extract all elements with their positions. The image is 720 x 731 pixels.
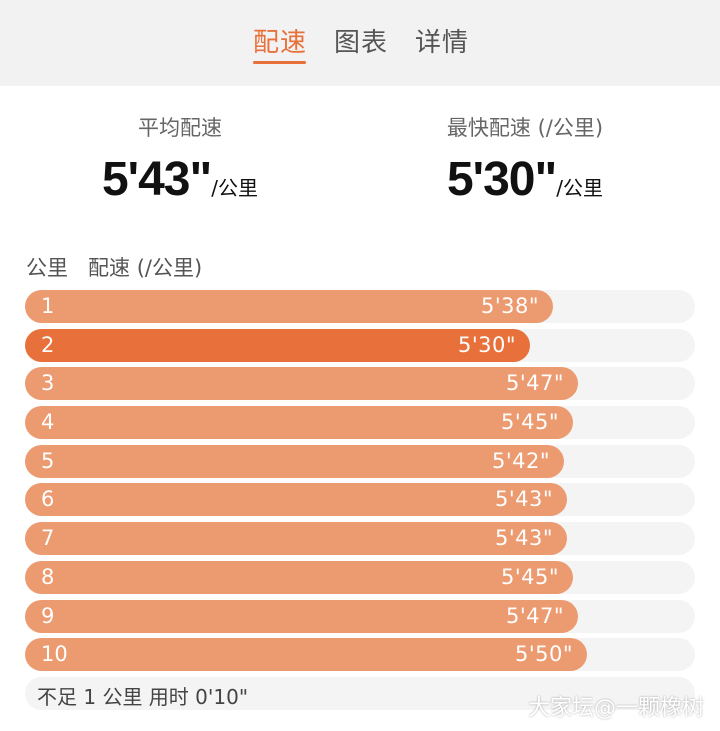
split-row: 2 5'30": [25, 328, 695, 362]
km-column-header: 公里: [26, 256, 68, 280]
split-km: 3: [41, 371, 55, 396]
split-pace: 5'38": [480, 294, 539, 318]
split-bar: 5 5'42": [25, 444, 564, 478]
split-row: 7 5'43": [25, 522, 695, 556]
split-bar: 9 5'47": [25, 599, 578, 633]
split-row: 3 5'47": [25, 367, 695, 401]
watermark: 大家坛@一颗橡树: [527, 696, 704, 721]
split-km: 9: [41, 603, 55, 628]
split-km: 8: [41, 564, 55, 589]
split-bar: 3 5'47": [25, 367, 578, 401]
split-pace: 5'43": [494, 487, 553, 512]
split-bar: 1 5'38": [25, 290, 553, 323]
split-pace: 5'30": [457, 332, 516, 357]
remaining-distance-row: 不足 1 公里 用时 0'10": [25, 677, 695, 710]
split-row: 6 5'43": [25, 483, 695, 517]
split-km: 2: [41, 332, 55, 357]
fastest-pace-label: 最快配速 (/公里): [446, 116, 604, 140]
split-pace: 5'47": [505, 603, 564, 628]
split-bar: 6 5'43": [25, 483, 567, 517]
fastest-pace-unit: /公里: [556, 176, 603, 200]
split-row: 10 5'50": [25, 638, 695, 672]
average-pace-unit: /公里: [211, 176, 258, 200]
split-bar: 10 5'50": [25, 638, 587, 672]
tab-chart[interactable]: 图表: [334, 28, 389, 58]
split-km: 5: [41, 448, 55, 473]
split-km: 7: [41, 526, 55, 551]
fastest-pace-stat: 最快配速 (/公里) 5'30"/公里: [420, 112, 630, 207]
split-pace: 5'50": [514, 642, 573, 667]
split-list-header: 公里 配速 (/公里): [26, 252, 202, 282]
split-km: 6: [41, 487, 55, 512]
split-row: 4 5'45": [25, 406, 695, 440]
split-bar: 4 5'45": [25, 406, 573, 440]
split-pace: 5'43": [494, 526, 553, 551]
split-bar: 7 5'43": [25, 522, 567, 556]
split-pace: 5'42": [491, 448, 550, 473]
active-tab-indicator: [253, 61, 306, 64]
split-row: 1 5'38": [25, 290, 695, 323]
split-km: 1: [41, 294, 55, 318]
average-pace-value: 5'43": [101, 153, 212, 206]
average-pace-stat: 平均配速 5'43"/公里: [90, 112, 270, 207]
split-km: 4: [41, 410, 55, 435]
tab-pace[interactable]: 配速: [253, 28, 308, 58]
fastest-pace-value: 5'30": [446, 153, 557, 206]
split-bar-fastest: 2 5'30": [25, 328, 530, 362]
split-km: 10: [41, 642, 68, 667]
split-row: 5 5'42": [25, 444, 695, 478]
tab-bar: 配速 图表 详情: [0, 0, 720, 86]
split-pace: 5'45": [500, 564, 559, 589]
split-pace: 5'45": [500, 410, 559, 435]
split-row: 9 5'47": [25, 599, 695, 633]
tab-details[interactable]: 详情: [415, 28, 470, 58]
pace-column-header: 配速 (/公里): [88, 256, 203, 280]
split-row: 8 5'45": [25, 560, 695, 594]
split-bar: 8 5'45": [25, 560, 573, 594]
split-list: 1 5'38" 2 5'30" 3 5'47" 4 5'45" 5 5'42" 6 5'43" 7 5'4…: [25, 290, 695, 677]
average-pace-label: 平均配速: [138, 116, 222, 140]
remaining-distance-text: 不足 1 公里 用时 0'10": [37, 685, 249, 709]
split-pace: 5'47": [505, 371, 564, 396]
